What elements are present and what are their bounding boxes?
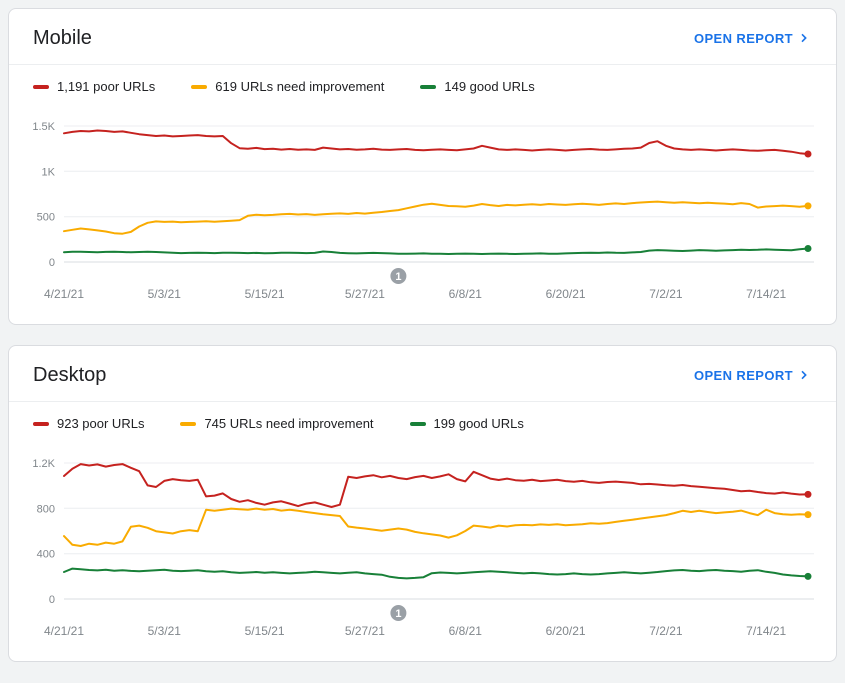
poor-end-dot — [804, 490, 812, 498]
legend-label: 745 URLs need improvement — [204, 416, 374, 431]
x-tick-label: 5/15/21 — [245, 287, 285, 301]
x-tick-label: 5/27/21 — [345, 624, 385, 638]
card-title: Desktop — [33, 364, 107, 386]
poor-line — [63, 463, 809, 508]
open-report-label: OPEN REPORT — [693, 30, 793, 46]
x-tick-label: 7/2/21 — [649, 624, 683, 638]
x-tick-label: 7/14/21 — [746, 287, 786, 301]
y-tick-label: 1.5K — [32, 121, 55, 133]
x-tick-label: 5/27/21 — [345, 287, 385, 301]
needs-improvement-line — [63, 200, 809, 235]
legend-label: 149 good URLs — [444, 79, 535, 94]
x-tick-label: 5/3/21 — [148, 624, 182, 638]
y-tick-label: 400 — [37, 549, 55, 561]
open-report-label: OPEN REPORT — [693, 367, 793, 383]
x-tick-label: 5/3/21 — [148, 287, 182, 301]
chart-legend: 923 poor URLs 745 URLs need improvement … — [9, 402, 836, 431]
y-tick-label: 0 — [49, 594, 55, 606]
legend-item-needs-improvement: 745 URLs need improvement — [180, 416, 374, 431]
desktop-card-header: Desktop OPEN REPORT — [9, 346, 836, 402]
chevron-right-icon — [796, 30, 812, 46]
legend-color-dash — [33, 421, 49, 426]
good-end-dot — [804, 572, 812, 580]
x-tick-label: 5/15/21 — [245, 624, 285, 638]
legend-color-dash — [191, 84, 208, 89]
legend-item-poor: 923 poor URLs — [33, 416, 144, 431]
x-tick-label: 7/14/21 — [746, 624, 786, 638]
legend-label: 1,191 poor URLs — [57, 79, 156, 94]
legend-item-needs-improvement: 619 URLs need improvement — [191, 79, 384, 94]
chart-legend: 1,191 poor URLs 619 URLs need improvemen… — [9, 65, 836, 94]
card-title: Mobile — [33, 27, 92, 49]
poor-end-dot — [804, 150, 812, 158]
annotation-marker[interactable] — [388, 266, 409, 286]
legend-color-dash — [180, 421, 197, 426]
open-report-link[interactable]: OPEN REPORT — [694, 30, 812, 46]
y-tick-label: 0 — [49, 257, 55, 269]
legend-item-good: 149 good URLs — [420, 79, 535, 94]
good-line — [63, 567, 809, 580]
y-tick-label: 500 — [37, 212, 55, 224]
x-tick-label: 6/8/21 — [449, 287, 483, 301]
y-tick-label: 1.2K — [32, 458, 55, 470]
desktop-card: Desktop OPEN REPORT 923 poor URLs 745 UR… — [8, 345, 837, 662]
legend-color-dash — [420, 84, 437, 89]
needs-improvement-end-dot — [804, 202, 812, 210]
legend-color-dash — [33, 84, 49, 89]
y-tick-label: 800 — [37, 503, 55, 515]
mobile-cwv-chart[interactable]: 0 500 1K 1.5K 4/21/21 5/3/21 5/15/21 5/27/21 6/8… — [9, 116, 836, 311]
needs-improvement-line — [63, 507, 809, 547]
mobile-card: Mobile OPEN REPORT 1,191 poor URLs 619 U… — [8, 8, 837, 325]
legend-color-dash — [409, 421, 426, 426]
legend-label: 619 URLs need improvement — [215, 79, 385, 94]
legend-item-good: 199 good URLs — [409, 416, 524, 431]
legend-item-poor: 1,191 poor URLs — [33, 79, 155, 94]
y-tick-label: 1K — [42, 166, 56, 178]
x-tick-label: 7/2/21 — [649, 287, 683, 301]
chevron-right-icon — [796, 367, 812, 383]
legend-label: 199 good URLs — [433, 416, 524, 431]
x-tick-label: 6/8/21 — [449, 624, 483, 638]
poor-line — [63, 129, 809, 155]
annotation-marker-label: 1 — [395, 608, 401, 620]
desktop-cwv-chart[interactable]: 0 400 800 1.2K 4/21/21 5/3/21 5/15/21 5/27/21 6/… — [9, 453, 836, 648]
x-tick-label: 4/21/21 — [44, 624, 84, 638]
mobile-card-header: Mobile OPEN REPORT — [9, 9, 836, 65]
open-report-link[interactable]: OPEN REPORT — [694, 367, 812, 383]
x-tick-label: 6/20/21 — [546, 624, 586, 638]
annotation-marker[interactable] — [388, 603, 409, 623]
x-tick-label: 4/21/21 — [44, 287, 84, 301]
good-end-dot — [804, 245, 812, 252]
needs-improvement-end-dot — [804, 511, 812, 519]
good-line — [63, 247, 809, 255]
annotation-marker-label: 1 — [395, 271, 401, 283]
legend-label: 923 poor URLs — [57, 416, 145, 431]
x-tick-label: 6/20/21 — [546, 287, 586, 301]
